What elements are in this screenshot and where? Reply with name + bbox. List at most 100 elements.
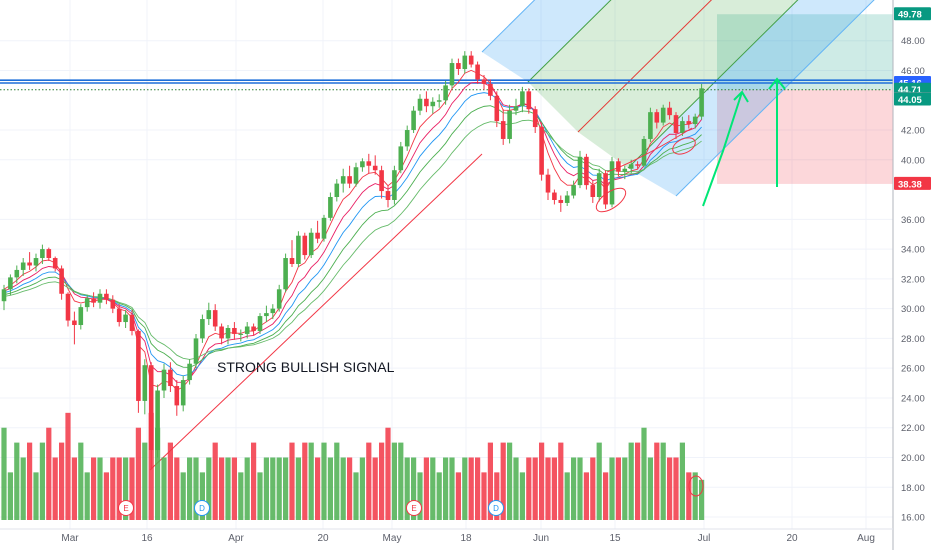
candle-body (110, 299, 116, 309)
x-tick-label: Apr (228, 533, 244, 544)
candle-body (398, 146, 404, 171)
volume-bar (507, 442, 513, 520)
volume-bar (673, 457, 679, 520)
volume-bar (315, 457, 321, 520)
candle-body (513, 106, 519, 111)
volume-bar (443, 457, 449, 520)
volume-bar (526, 457, 532, 520)
price-label-text: 49.78 (898, 10, 922, 21)
volume-bar (455, 472, 461, 520)
x-tick-label: Mar (61, 533, 79, 544)
channel-band (578, 0, 798, 168)
y-tick-label: 24.00 (901, 393, 925, 404)
candle-body (424, 98, 429, 107)
event-marker: D (488, 500, 504, 516)
annotation-text: STRONG BULLISH SIGNAL (217, 359, 395, 375)
volume-bar (462, 457, 468, 520)
candle-body (430, 101, 436, 107)
candle-body (660, 107, 666, 123)
price-label: 49.78 (894, 7, 931, 21)
volume-bar (238, 472, 244, 520)
volume-bar (596, 442, 602, 520)
price-label-text: 44.05 (898, 95, 922, 106)
volume-bar (116, 457, 122, 520)
volume-bar (27, 442, 33, 520)
volume-bar (398, 442, 404, 520)
volume-bar (385, 427, 391, 520)
volume-bar (519, 472, 525, 520)
candle-body (104, 293, 109, 300)
volume-bar (436, 472, 442, 520)
price-label: 44.05 (894, 92, 931, 106)
volume-bar (628, 442, 634, 520)
volume-bar (647, 457, 653, 520)
candle-body (347, 176, 352, 184)
channel-line (675, 0, 875, 197)
candle-body (59, 268, 64, 294)
candle-body (475, 64, 480, 80)
candle-body (379, 170, 384, 192)
x-tick-label: Jul (698, 533, 711, 544)
candle-body (20, 262, 26, 270)
candle-body (520, 91, 525, 107)
x-tick-label: 18 (460, 533, 472, 544)
channel-line (481, 0, 536, 53)
candle-body (571, 185, 576, 196)
volume-bar (289, 442, 295, 520)
candle-body (507, 110, 512, 139)
candle-body (500, 121, 506, 139)
x-tick-label: 16 (141, 533, 153, 544)
volume-bar (276, 457, 282, 520)
candle-body (33, 258, 39, 266)
candle-body (14, 269, 20, 278)
x-tick-label: Jun (533, 533, 549, 544)
volume-bar (270, 457, 276, 520)
y-tick-label: 30.00 (901, 304, 925, 315)
volume-bar (660, 442, 666, 520)
volume-bar (417, 472, 423, 520)
candle-body (641, 138, 647, 166)
volume-bar (257, 472, 263, 520)
volume-bar (20, 457, 26, 520)
time-axis[interactable]: Mar 16 Apr 20 May 18 Jun 15 Jul 20 Aug (0, 528, 893, 544)
candle-body (334, 183, 340, 198)
event-label: E (123, 504, 128, 513)
volume-bar (545, 457, 551, 520)
candle-body (136, 330, 141, 401)
volume-bar (174, 457, 180, 520)
candle-body (372, 165, 378, 171)
candle-body (91, 298, 96, 303)
event-circle (488, 500, 504, 516)
volume-bar (167, 442, 173, 520)
candle-body (622, 168, 628, 172)
candle-body (52, 258, 58, 269)
candle-body (385, 191, 391, 200)
candle-body (27, 262, 32, 266)
volume-bar (686, 472, 692, 520)
volume-bar (251, 442, 257, 520)
volume-bar (340, 457, 346, 520)
volume-bar (577, 457, 583, 520)
volume-bar (615, 457, 621, 520)
volume-bar (1, 427, 7, 520)
y-tick-label: 34.00 (901, 245, 925, 256)
candle-body (200, 319, 205, 339)
candle-body (212, 310, 218, 327)
volume-bar (411, 457, 417, 520)
price-label-text: 44.71 (898, 85, 922, 96)
volume-bar (225, 457, 231, 520)
candle-body (174, 386, 180, 406)
price-axis[interactable]: 48.00 46.00 42.00 40.00 36.00 34.00 32.00 30.00… (892, 0, 925, 550)
candle-body (232, 327, 237, 334)
price-label-box (894, 92, 931, 106)
volume-bar (103, 472, 109, 520)
volume-bar (206, 457, 212, 520)
candle-body (78, 307, 84, 326)
volume-bar (699, 479, 705, 520)
y-tick-label: 32.00 (901, 274, 925, 285)
volume-bar (84, 472, 90, 520)
volume-bar (391, 442, 397, 520)
candle-body (219, 326, 224, 339)
